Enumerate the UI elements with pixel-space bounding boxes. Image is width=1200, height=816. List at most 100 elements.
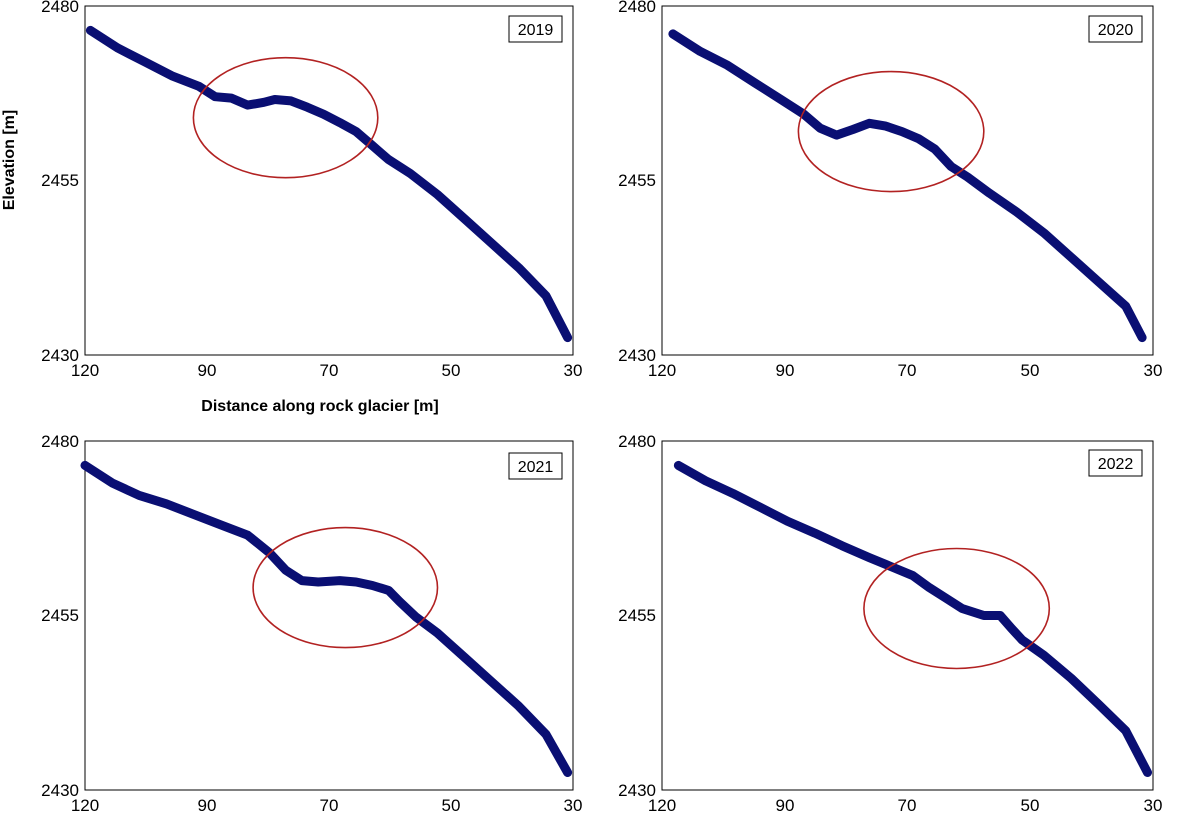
data-point xyxy=(812,530,818,536)
data-point xyxy=(142,59,148,65)
highlight-ellipse xyxy=(863,547,1051,670)
y-tick-label: 2455 xyxy=(41,606,79,625)
data-point xyxy=(283,567,289,573)
data-point xyxy=(304,104,310,110)
data-point xyxy=(462,216,468,222)
profile-line xyxy=(676,463,1150,775)
y-tick-label: 2480 xyxy=(618,0,656,16)
data-point xyxy=(1068,675,1074,681)
data-point xyxy=(87,27,93,33)
x-tick-label: 70 xyxy=(898,361,917,380)
data-point xyxy=(725,62,730,68)
year-badge: 2020 xyxy=(1088,15,1143,43)
x-tick-label: 30 xyxy=(1144,361,1163,380)
y-ticks: 2480 2455 2430 xyxy=(618,432,656,800)
x-axis-title: Distance along rock glacier [m] xyxy=(201,398,438,415)
year-badge-box xyxy=(1088,15,1143,43)
x-tick-label: 50 xyxy=(442,361,461,380)
data-point xyxy=(353,129,359,135)
x-ticks: 120 90 70 50 30 xyxy=(648,796,1163,815)
data-point xyxy=(1019,637,1025,643)
data-point xyxy=(779,97,785,103)
data-point xyxy=(163,501,169,507)
plot-frame xyxy=(84,440,574,791)
data-point xyxy=(1008,625,1014,631)
y-ticks: 2480 2455 2430 xyxy=(618,0,656,365)
data-point xyxy=(675,462,681,468)
y-tick-label: 2455 xyxy=(41,171,79,190)
data-point xyxy=(386,157,392,163)
point-cloud xyxy=(673,460,1152,777)
data-point xyxy=(943,595,949,601)
data-point xyxy=(337,120,343,126)
data-point xyxy=(926,585,932,591)
x-tick-label: 70 xyxy=(320,361,339,380)
y-ticks: 2480 2455 2430 xyxy=(41,432,79,800)
data-point xyxy=(218,522,224,528)
data-point xyxy=(407,171,413,176)
data-point xyxy=(565,770,571,775)
x-tick-label: 30 xyxy=(564,796,583,815)
data-point xyxy=(730,490,736,496)
data-point xyxy=(109,480,115,486)
year-badge: 2019 xyxy=(508,15,563,43)
year-label: 2019 xyxy=(518,22,554,39)
x-tick-label: 90 xyxy=(776,796,795,815)
data-point xyxy=(565,335,571,341)
data-point xyxy=(516,265,522,271)
panel-2022: 120 90 70 50 30 2480 2455 2430 2022 xyxy=(618,432,1162,815)
data-point xyxy=(543,731,549,737)
data-point xyxy=(670,31,676,37)
data-point xyxy=(261,99,267,105)
data-point xyxy=(369,143,375,149)
data-point xyxy=(899,129,905,135)
year-badge-box xyxy=(508,452,563,480)
data-point xyxy=(1123,303,1129,309)
data-point xyxy=(299,578,305,584)
year-label: 2020 xyxy=(1098,22,1134,39)
data-point xyxy=(752,80,758,86)
data-point xyxy=(315,579,321,585)
x-tick-label: 70 xyxy=(320,796,339,815)
data-point xyxy=(910,573,916,579)
data-point xyxy=(288,98,294,104)
y-axis-title: Elevation [m] xyxy=(1,110,18,210)
x-ticks: 120 90 70 50 30 xyxy=(71,796,583,815)
year-label: 2022 xyxy=(1098,456,1134,473)
data-point xyxy=(997,613,1003,618)
x-tick-label: 50 xyxy=(442,796,461,815)
data-point xyxy=(82,462,88,468)
data-point xyxy=(543,293,549,299)
data-point xyxy=(948,164,954,169)
y-tick-label: 2430 xyxy=(41,346,79,365)
data-point xyxy=(965,174,970,180)
data-point xyxy=(190,511,196,517)
data-point xyxy=(136,492,142,498)
y-tick-label: 2455 xyxy=(618,171,656,190)
data-point xyxy=(850,127,856,132)
data-point xyxy=(1068,254,1074,260)
x-tick-label: 120 xyxy=(71,361,99,380)
data-point xyxy=(1041,652,1047,658)
y-tick-label: 2480 xyxy=(41,432,79,451)
y-tick-label: 2430 xyxy=(618,781,656,800)
profile-line xyxy=(88,28,570,340)
axis-titles: Elevation [m] Distance along rock glacie… xyxy=(1,110,439,415)
highlight-ellipse xyxy=(252,526,439,649)
data-point xyxy=(883,123,889,129)
panel-2019: 120 90 70 50 30 2480 2455 2430 2019 xyxy=(41,0,582,380)
data-point xyxy=(353,579,359,585)
data-point xyxy=(866,555,872,561)
data-point xyxy=(212,94,218,100)
data-point xyxy=(397,599,402,604)
highlight-ellipse xyxy=(192,56,379,179)
data-point xyxy=(1014,209,1020,215)
data-point xyxy=(1095,701,1101,707)
y-tick-label: 2480 xyxy=(618,432,656,451)
point-cloud xyxy=(668,29,1147,343)
x-tick-label: 90 xyxy=(776,361,795,380)
x-tick-label: 50 xyxy=(1021,361,1040,380)
data-point xyxy=(932,146,938,152)
data-point xyxy=(462,654,468,660)
